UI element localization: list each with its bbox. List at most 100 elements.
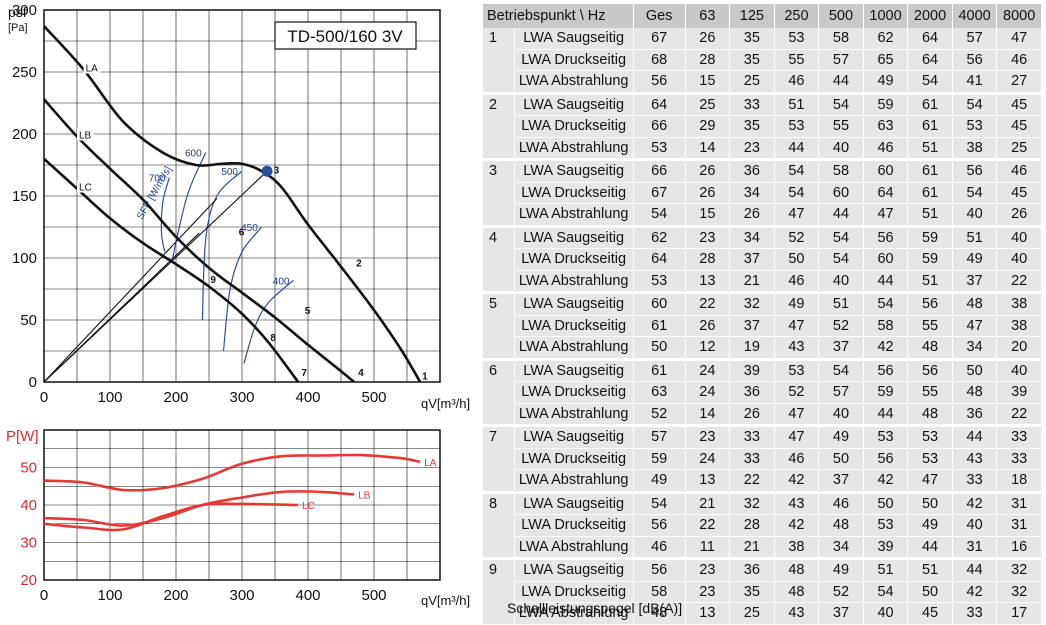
y-tick-label: 300 (12, 2, 37, 19)
value-cell: 22 (729, 469, 775, 493)
value-cell: 32 (996, 557, 1042, 582)
value-cell: 28 (685, 248, 731, 271)
power-series-la-label: LA (424, 458, 437, 469)
value-cell: 37 (818, 469, 864, 493)
value-cell: 27 (996, 70, 1042, 94)
pressure-axis-unit: [Pa] (8, 22, 28, 34)
value-cell: 50 (863, 490, 909, 515)
operating-point-cell: 2 (483, 91, 515, 160)
value-cell: 51 (907, 137, 953, 160)
value-cell: 48 (907, 336, 953, 360)
value-cell: 37 (818, 336, 864, 360)
value-cell: 32 (996, 581, 1042, 603)
value-cell: 28 (729, 514, 775, 537)
value-cell: 51 (863, 557, 909, 582)
value-cell: 36 (952, 403, 998, 426)
value-cell: 46 (818, 490, 864, 515)
value-cell: 42 (952, 581, 998, 603)
value-cell: 47 (774, 424, 820, 449)
row-label-cell: LWA Saugseitig (514, 91, 634, 116)
row-label-cell: LWA Abstrahlung (514, 270, 634, 293)
table-row: LWA Abstrahlung 46 11 21 38 34 39 44 31 16 (483, 536, 1042, 559)
value-cell: 64 (633, 91, 686, 116)
operating-point-cell: 9 (483, 557, 515, 625)
power-axis-label: P[W] (6, 428, 39, 445)
table-row: LWA Abstrahlung 56 15 25 46 44 49 54 41 27 (483, 70, 1042, 94)
value-cell: 51 (774, 91, 820, 116)
value-cell: 61 (633, 357, 686, 382)
value-cell: 21 (729, 270, 775, 293)
value-cell: 34 (818, 536, 864, 559)
value-cell: 26 (685, 28, 731, 50)
value-cell: 54 (952, 182, 998, 204)
sfp-line-label: 700 (149, 173, 166, 184)
value-cell: 33 (729, 91, 775, 116)
point-label-3: 3 (274, 166, 280, 177)
row-label-cell: LWA Druckseitig (514, 381, 634, 404)
value-cell: 44 (774, 137, 820, 160)
value-cell: 31 (996, 490, 1042, 515)
value-cell: 11 (685, 536, 731, 559)
table-row: 1 LWA Saugseitig 67 26 35 53 58 62 64 57 47 (483, 28, 1042, 94)
pressure-axis-label: psf (8, 4, 27, 20)
x-tick-label: 300 (229, 587, 254, 604)
value-cell: 53 (633, 137, 686, 160)
value-cell: 21 (685, 490, 731, 515)
value-cell: 31 (996, 514, 1042, 537)
value-cell: 23 (685, 557, 731, 582)
table-row: 5 LWA Saugseitig 60 22 32 49 51 54 56 48 38 (483, 291, 1042, 360)
value-cell: 21 (729, 536, 775, 559)
y-tick-label: 200 (12, 126, 37, 143)
row-label-cell: LWA Druckseitig (514, 248, 634, 271)
value-cell: 37 (818, 602, 864, 625)
x-tick-label: 400 (295, 587, 320, 604)
value-cell: 58 (863, 315, 909, 337)
value-cell: 46 (774, 270, 820, 293)
y-tick-label: 20 (20, 572, 37, 589)
row-label-cell: LWA Saugseitig (514, 224, 634, 249)
value-cell: 59 (863, 381, 909, 404)
operating-lines (43, 170, 268, 383)
value-cell: 56 (633, 70, 686, 94)
value-cell: 40 (996, 357, 1042, 382)
value-cell: 51 (952, 224, 998, 249)
row-label-cell: LWA Druckseitig (514, 115, 634, 138)
header-8000: 8000 (996, 4, 1042, 28)
value-cell: 68 (633, 49, 686, 71)
value-cell: 37 (952, 270, 998, 293)
value-cell: 54 (863, 581, 909, 603)
value-cell: 52 (774, 224, 820, 249)
value-cell: 44 (863, 270, 909, 293)
header-1000: 1000 (863, 4, 909, 28)
sfp-line-500 (201, 170, 243, 321)
x-tick-label: 0 (40, 389, 48, 406)
value-cell: 53 (907, 448, 953, 470)
value-cell: 56 (633, 514, 686, 537)
pressure-chart: 0 100 200 300 400 500 0 50 100 150 200 250 300 700 60… (8, 2, 470, 411)
operating-point-cell: 3 (483, 158, 515, 227)
header-125: 125 (729, 4, 775, 28)
series-label-bg (77, 180, 94, 193)
row-label-cell: LWA Druckseitig (514, 581, 634, 603)
table-row: 7 LWA Saugseitig 57 23 33 47 49 53 53 44 33 (483, 424, 1042, 493)
value-cell: 54 (952, 91, 998, 116)
point-label-4: 4 (358, 368, 364, 379)
value-cell: 28 (685, 49, 731, 71)
value-cell: 52 (818, 581, 864, 603)
power-series: LA LB LC (43, 453, 437, 532)
value-cell: 47 (996, 28, 1042, 50)
value-cell: 36 (729, 381, 775, 404)
row-label-cell: LWA Abstrahlung (514, 403, 634, 426)
value-cell: 25 (729, 70, 775, 94)
value-cell: 32 (729, 490, 775, 515)
value-cell: 56 (952, 158, 998, 183)
value-cell: 24 (685, 448, 731, 470)
value-cell: 55 (907, 381, 953, 404)
header-250: 250 (774, 4, 820, 28)
value-cell: 54 (818, 91, 864, 116)
operating-line-2 (43, 198, 218, 383)
value-cell: 25 (996, 137, 1042, 160)
value-cell: 53 (774, 115, 820, 138)
table-row: LWA Abstrahlung 53 14 23 44 40 46 51 38 25 (483, 137, 1042, 160)
flow-axis-label-bottom: qV[m³/h] (421, 593, 470, 608)
